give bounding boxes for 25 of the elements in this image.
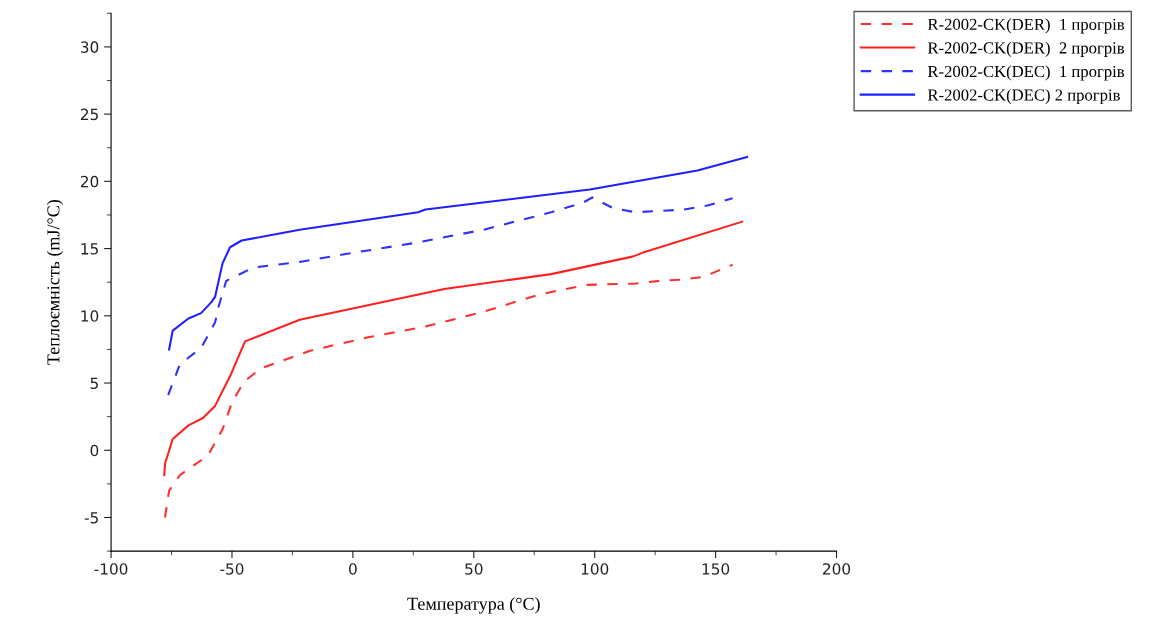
y-tick-label: 15 — [81, 243, 98, 255]
y-tick-label: 10 — [81, 310, 99, 322]
line-series — [168, 156, 749, 351]
x-axis-title: Температура (°C) — [407, 597, 540, 614]
y-tick-label: 25 — [80, 108, 98, 121]
y-tick-label: 20 — [80, 175, 99, 188]
legend-label: R-2002-CK(DER) 2 прогрів — [927, 41, 1125, 57]
legend-label: R-2002-CK(DEC) 1 прогрів — [927, 65, 1125, 81]
legend-label: R-2002-CK(DER) 1 прогрів — [927, 18, 1125, 34]
x-tick-label: 50 — [465, 563, 483, 575]
y-tick-label: 0 — [90, 444, 99, 457]
line-series — [167, 196, 734, 397]
y-tick-label: 5 — [90, 377, 98, 390]
x-tick-label: 200 — [823, 563, 851, 575]
y-tick-label: 30 — [80, 41, 99, 53]
legend-label: R-2002-CK(DEC) 2 прогрів — [927, 88, 1120, 105]
line-series — [163, 220, 744, 477]
x-tick-label: 150 — [702, 563, 730, 575]
line-series — [163, 263, 734, 519]
y-axis-title: Теплоємність (mJ/°C) — [46, 200, 64, 365]
y-tick-label: -5 — [84, 512, 98, 524]
x-tick-label: 100 — [581, 563, 609, 575]
x-tick-label: -50 — [220, 563, 244, 575]
x-tick-label: 0 — [349, 563, 357, 575]
x-tick-label: -100 — [94, 563, 128, 575]
